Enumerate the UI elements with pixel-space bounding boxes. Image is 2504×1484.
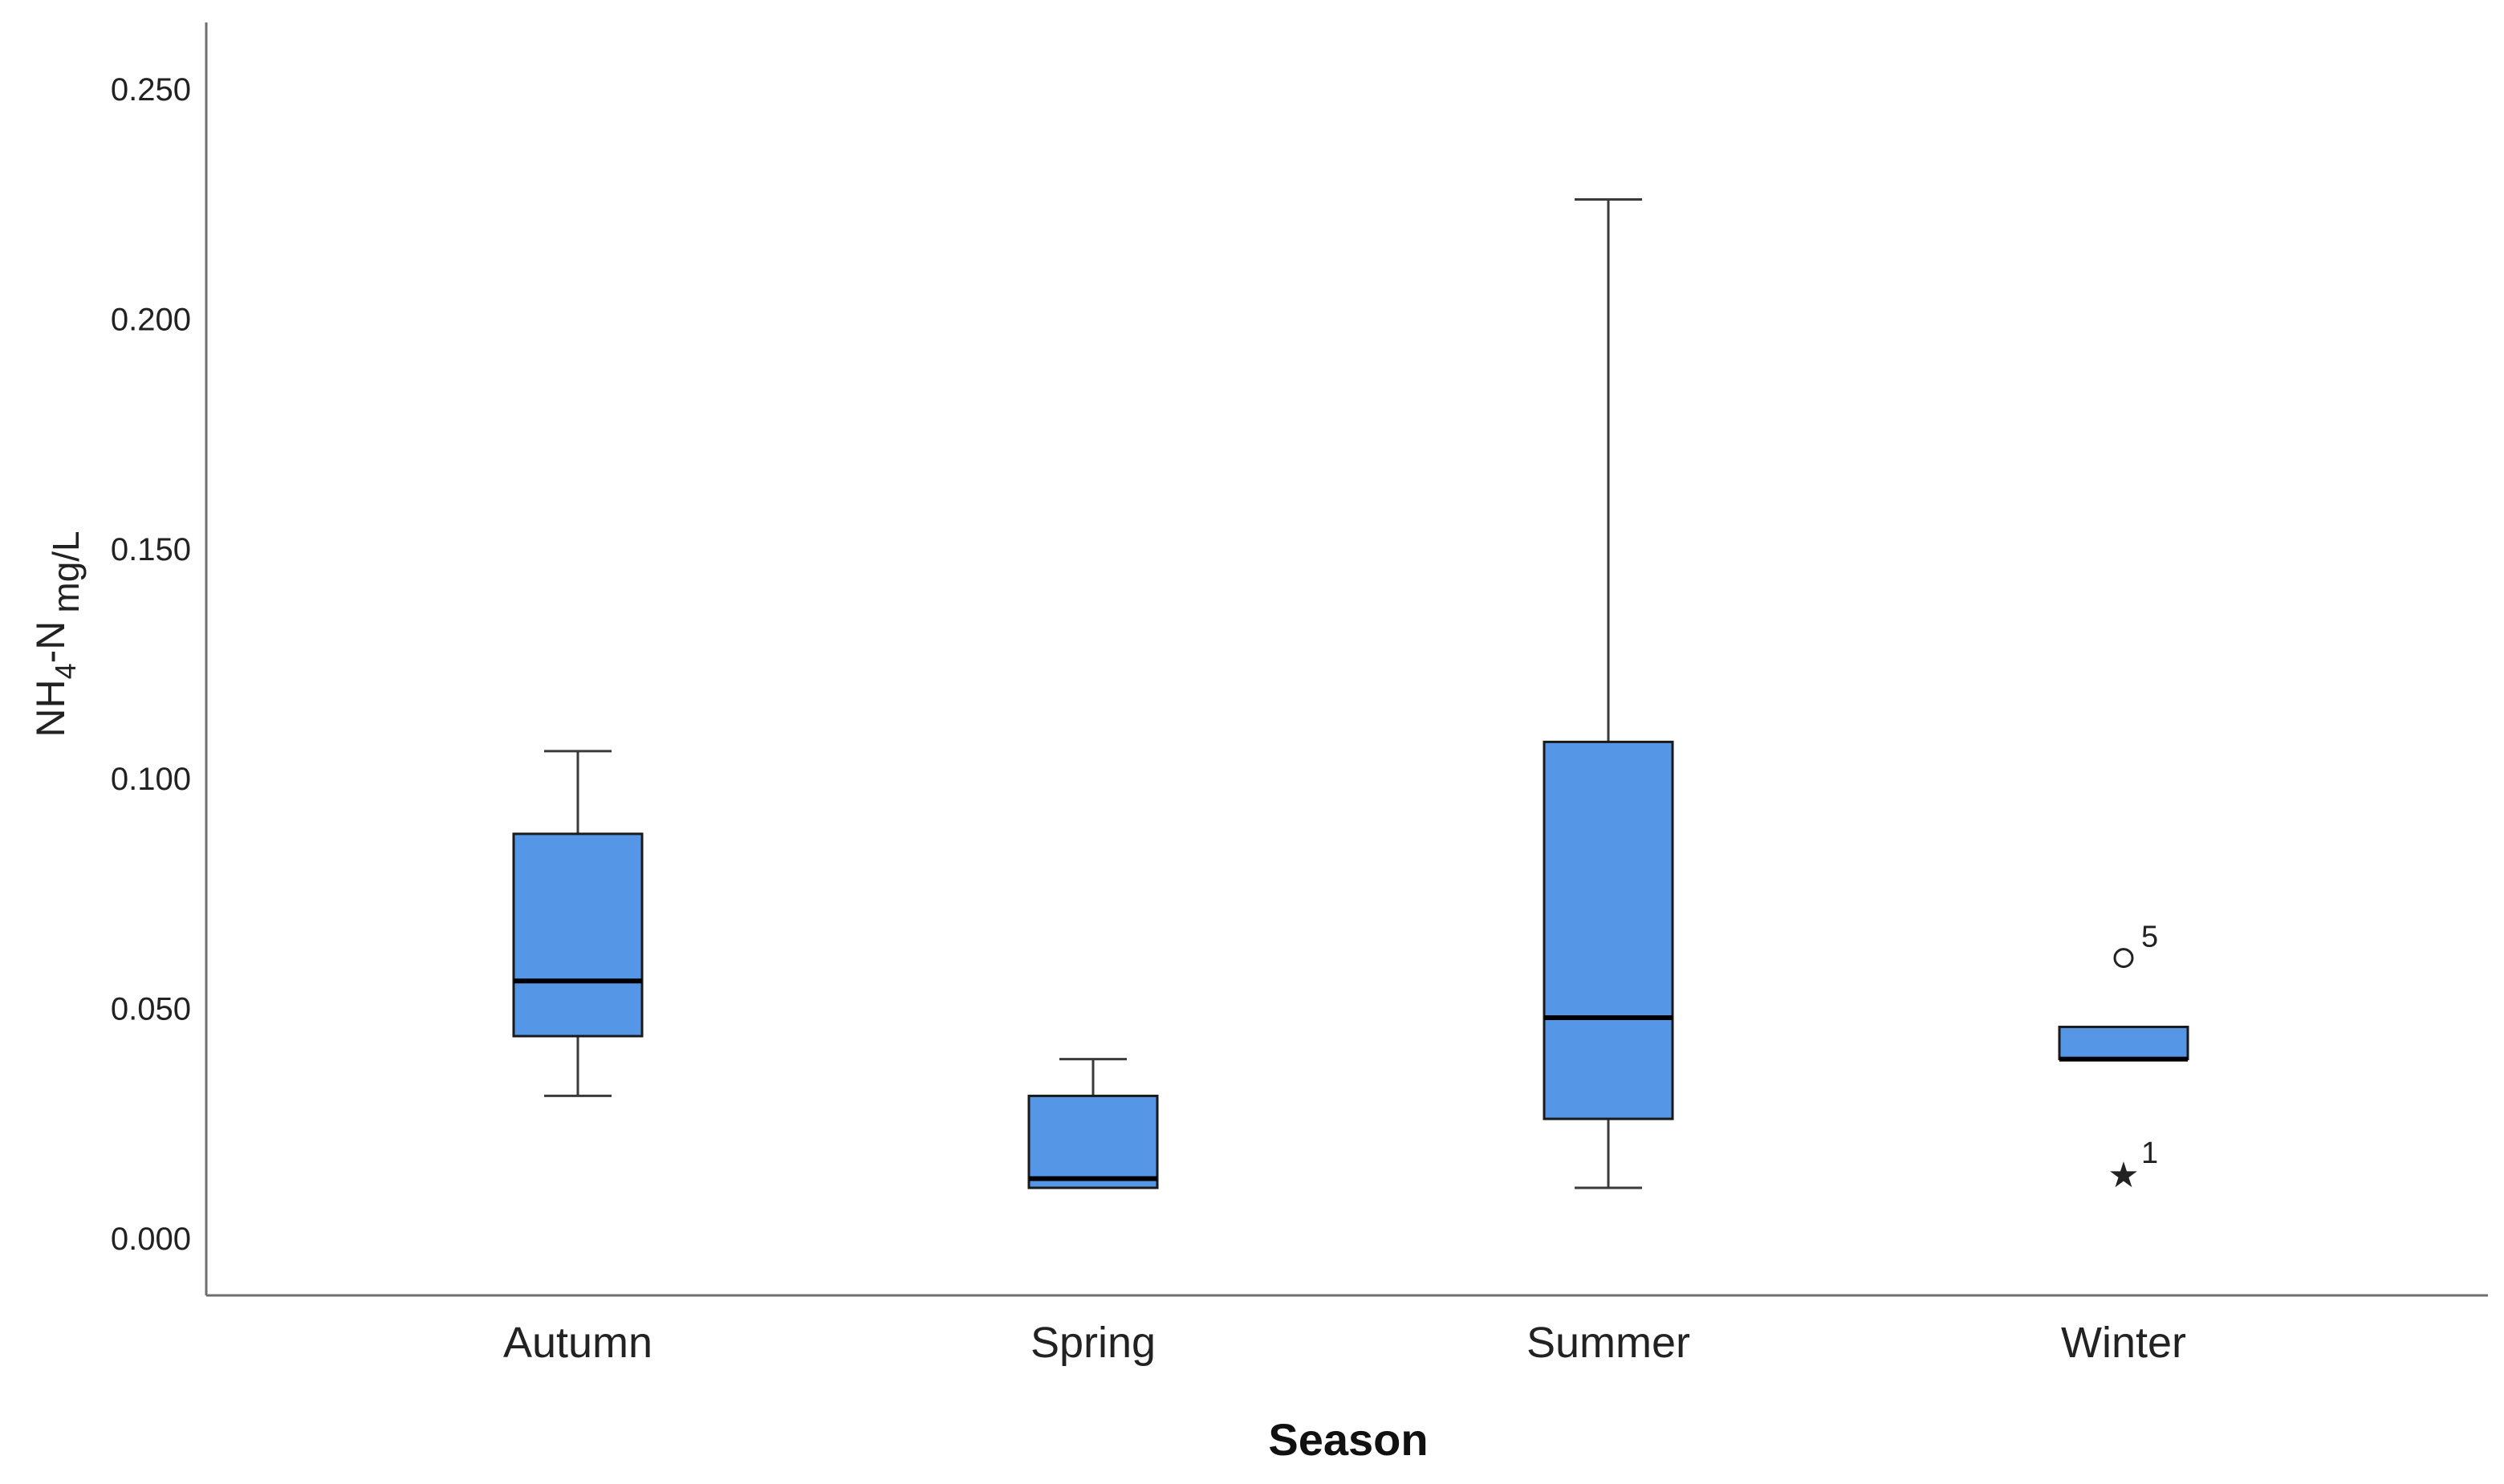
x-tick-label: Winter <box>2061 1319 2186 1367</box>
x-tick-label: Spring <box>1030 1319 1156 1367</box>
iqr-box <box>512 832 644 1038</box>
box-group-winter <box>2058 1026 2189 1062</box>
y-tick-label: 0.150 <box>111 532 191 567</box>
y-axis-title: NH4-N mg/L <box>28 531 87 737</box>
y-tick-label: 0.050 <box>111 992 191 1027</box>
y-axis-title-nh: NH <box>28 679 73 737</box>
y-tick-label: 0.000 <box>111 1222 191 1257</box>
y-tick-label: 0.200 <box>111 302 191 337</box>
chart-marks: 5 ★1 <box>512 197 2189 1195</box>
y-tick-label: 0.100 <box>111 762 191 797</box>
x-tick-label: Summer <box>1526 1319 1690 1367</box>
box-group-spring <box>1027 1058 1159 1189</box>
box-group-autumn <box>512 750 644 1097</box>
iqr-box <box>1543 740 1674 1120</box>
y-tick-label: 0.250 <box>111 72 191 108</box>
x-tick-label: Autumn <box>503 1319 652 1367</box>
outlier-label: 1 <box>2141 1136 2158 1170</box>
x-tick-labels: Autumn Spring Summer Winter <box>503 1319 2186 1367</box>
chart-axes <box>205 22 2488 1297</box>
y-axis-title-n: -N <box>28 621 73 664</box>
y-tick-labels: 0.000 0.050 0.100 0.150 0.200 0.250 <box>111 72 191 1257</box>
outlier-star-marker: ★ <box>2108 1156 2139 1195</box>
y-axis-title-subscript-4: 4 <box>49 663 82 679</box>
iqr-box <box>2058 1026 2189 1061</box>
y-axis-title-unit: mg/L <box>45 531 87 612</box>
outlier-circle-marker <box>2113 948 2134 969</box>
x-axis-title: Season <box>1268 1414 1428 1465</box>
iqr-box <box>1027 1094 1159 1189</box>
box-group-summer <box>1543 197 1674 1189</box>
outlier-label: 5 <box>2141 921 2158 954</box>
